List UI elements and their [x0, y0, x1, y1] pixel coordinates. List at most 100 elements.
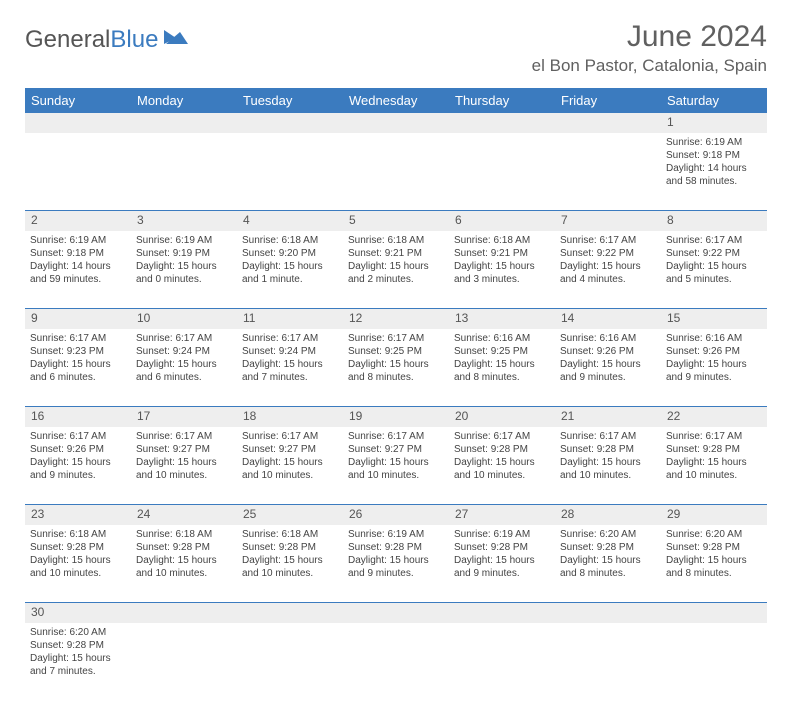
day-details: Sunrise: 6:20 AM Sunset: 9:28 PM Dayligh… — [560, 529, 641, 579]
month-title: June 2024 — [532, 20, 767, 54]
calendar-body: 1 Sunrise: 6:19 AM Sunset: 9:18 PM Dayli… — [25, 113, 767, 701]
day-details: Sunrise: 6:16 AM Sunset: 9:25 PM Dayligh… — [454, 333, 535, 383]
day-number-cell: 18 — [237, 407, 343, 427]
day-details: Sunrise: 6:17 AM Sunset: 9:28 PM Dayligh… — [560, 431, 641, 481]
day-cell: Sunrise: 6:17 AM Sunset: 9:22 PM Dayligh… — [661, 231, 767, 309]
day-cell: Sunrise: 6:17 AM Sunset: 9:25 PM Dayligh… — [343, 329, 449, 407]
day-number-cell — [237, 603, 343, 623]
day-cell: Sunrise: 6:17 AM Sunset: 9:23 PM Dayligh… — [25, 329, 131, 407]
day-cell: Sunrise: 6:17 AM Sunset: 9:22 PM Dayligh… — [555, 231, 661, 309]
day-cell: Sunrise: 6:19 AM Sunset: 9:28 PM Dayligh… — [449, 525, 555, 603]
day-cell: Sunrise: 6:18 AM Sunset: 9:20 PM Dayligh… — [237, 231, 343, 309]
day-number-cell: 27 — [449, 505, 555, 525]
day-number-row: 16171819202122 — [25, 407, 767, 427]
weekday-header: Friday — [555, 88, 661, 113]
empty-cell — [449, 133, 555, 211]
empty-cell — [237, 133, 343, 211]
week-row: Sunrise: 6:17 AM Sunset: 9:26 PM Dayligh… — [25, 427, 767, 505]
day-details: Sunrise: 6:18 AM Sunset: 9:28 PM Dayligh… — [136, 529, 217, 579]
calendar-table: Sunday Monday Tuesday Wednesday Thursday… — [25, 88, 767, 701]
day-number-cell — [555, 113, 661, 133]
day-details: Sunrise: 6:19 AM Sunset: 9:18 PM Dayligh… — [666, 137, 747, 187]
empty-cell — [131, 623, 237, 701]
day-details: Sunrise: 6:17 AM Sunset: 9:27 PM Dayligh… — [348, 431, 429, 481]
empty-cell — [661, 623, 767, 701]
day-details: Sunrise: 6:18 AM Sunset: 9:21 PM Dayligh… — [348, 235, 429, 285]
logo-text-1: General — [25, 26, 110, 54]
day-details: Sunrise: 6:18 AM Sunset: 9:21 PM Dayligh… — [454, 235, 535, 285]
empty-cell — [343, 133, 449, 211]
weekday-header: Thursday — [449, 88, 555, 113]
day-cell: Sunrise: 6:18 AM Sunset: 9:28 PM Dayligh… — [25, 525, 131, 603]
day-cell: Sunrise: 6:16 AM Sunset: 9:26 PM Dayligh… — [555, 329, 661, 407]
day-number-cell — [449, 113, 555, 133]
day-details: Sunrise: 6:19 AM Sunset: 9:28 PM Dayligh… — [454, 529, 535, 579]
logo: GeneralBlue — [25, 26, 190, 54]
day-number-cell — [131, 603, 237, 623]
empty-cell — [25, 133, 131, 211]
day-cell: Sunrise: 6:18 AM Sunset: 9:28 PM Dayligh… — [237, 525, 343, 603]
day-details: Sunrise: 6:17 AM Sunset: 9:22 PM Dayligh… — [560, 235, 641, 285]
day-number-cell — [25, 113, 131, 133]
day-number-cell: 7 — [555, 211, 661, 231]
day-number-cell: 19 — [343, 407, 449, 427]
day-cell: Sunrise: 6:17 AM Sunset: 9:28 PM Dayligh… — [449, 427, 555, 505]
day-number-cell — [555, 603, 661, 623]
day-number-cell: 17 — [131, 407, 237, 427]
day-number-cell: 30 — [25, 603, 131, 623]
empty-cell — [555, 623, 661, 701]
logo-text-2: Blue — [110, 26, 158, 54]
day-details: Sunrise: 6:18 AM Sunset: 9:20 PM Dayligh… — [242, 235, 323, 285]
header: GeneralBlue June 2024 el Bon Pastor, Cat… — [25, 20, 767, 76]
day-cell: Sunrise: 6:17 AM Sunset: 9:27 PM Dayligh… — [343, 427, 449, 505]
week-row: Sunrise: 6:19 AM Sunset: 9:18 PM Dayligh… — [25, 231, 767, 309]
day-cell: Sunrise: 6:17 AM Sunset: 9:28 PM Dayligh… — [555, 427, 661, 505]
day-cell: Sunrise: 6:17 AM Sunset: 9:24 PM Dayligh… — [237, 329, 343, 407]
day-details: Sunrise: 6:17 AM Sunset: 9:24 PM Dayligh… — [136, 333, 217, 383]
empty-cell — [237, 623, 343, 701]
day-number-row: 23242526272829 — [25, 505, 767, 525]
day-cell: Sunrise: 6:17 AM Sunset: 9:26 PM Dayligh… — [25, 427, 131, 505]
day-details: Sunrise: 6:17 AM Sunset: 9:22 PM Dayligh… — [666, 235, 747, 285]
day-number-cell: 6 — [449, 211, 555, 231]
day-cell: Sunrise: 6:17 AM Sunset: 9:27 PM Dayligh… — [237, 427, 343, 505]
day-number-cell: 4 — [237, 211, 343, 231]
day-details: Sunrise: 6:17 AM Sunset: 9:28 PM Dayligh… — [454, 431, 535, 481]
day-number-cell: 22 — [661, 407, 767, 427]
day-cell: Sunrise: 6:16 AM Sunset: 9:26 PM Dayligh… — [661, 329, 767, 407]
logo-flag-icon — [162, 28, 190, 48]
weekday-header-row: Sunday Monday Tuesday Wednesday Thursday… — [25, 88, 767, 113]
day-cell: Sunrise: 6:20 AM Sunset: 9:28 PM Dayligh… — [661, 525, 767, 603]
day-cell: Sunrise: 6:19 AM Sunset: 9:18 PM Dayligh… — [661, 133, 767, 211]
day-number-cell — [343, 113, 449, 133]
day-number-cell: 10 — [131, 309, 237, 329]
day-number-cell: 11 — [237, 309, 343, 329]
day-cell: Sunrise: 6:18 AM Sunset: 9:21 PM Dayligh… — [343, 231, 449, 309]
day-cell: Sunrise: 6:17 AM Sunset: 9:24 PM Dayligh… — [131, 329, 237, 407]
day-number-cell: 3 — [131, 211, 237, 231]
week-row: Sunrise: 6:17 AM Sunset: 9:23 PM Dayligh… — [25, 329, 767, 407]
weekday-header: Saturday — [661, 88, 767, 113]
day-number-cell — [661, 603, 767, 623]
week-row: Sunrise: 6:20 AM Sunset: 9:28 PM Dayligh… — [25, 623, 767, 701]
day-details: Sunrise: 6:20 AM Sunset: 9:28 PM Dayligh… — [666, 529, 747, 579]
day-details: Sunrise: 6:17 AM Sunset: 9:25 PM Dayligh… — [348, 333, 429, 383]
day-details: Sunrise: 6:18 AM Sunset: 9:28 PM Dayligh… — [242, 529, 323, 579]
day-details: Sunrise: 6:19 AM Sunset: 9:19 PM Dayligh… — [136, 235, 217, 285]
day-number-row: 9101112131415 — [25, 309, 767, 329]
day-cell: Sunrise: 6:19 AM Sunset: 9:19 PM Dayligh… — [131, 231, 237, 309]
day-number-row: 30 — [25, 603, 767, 623]
day-number-cell: 13 — [449, 309, 555, 329]
day-details: Sunrise: 6:19 AM Sunset: 9:18 PM Dayligh… — [30, 235, 111, 285]
day-cell: Sunrise: 6:20 AM Sunset: 9:28 PM Dayligh… — [555, 525, 661, 603]
weekday-header: Tuesday — [237, 88, 343, 113]
day-number-cell: 23 — [25, 505, 131, 525]
day-details: Sunrise: 6:19 AM Sunset: 9:28 PM Dayligh… — [348, 529, 429, 579]
title-block: June 2024 el Bon Pastor, Catalonia, Spai… — [532, 20, 767, 76]
day-number-cell: 28 — [555, 505, 661, 525]
day-number-cell: 20 — [449, 407, 555, 427]
day-number-cell: 21 — [555, 407, 661, 427]
day-number-cell: 2 — [25, 211, 131, 231]
day-number-cell: 24 — [131, 505, 237, 525]
day-details: Sunrise: 6:20 AM Sunset: 9:28 PM Dayligh… — [30, 627, 111, 677]
